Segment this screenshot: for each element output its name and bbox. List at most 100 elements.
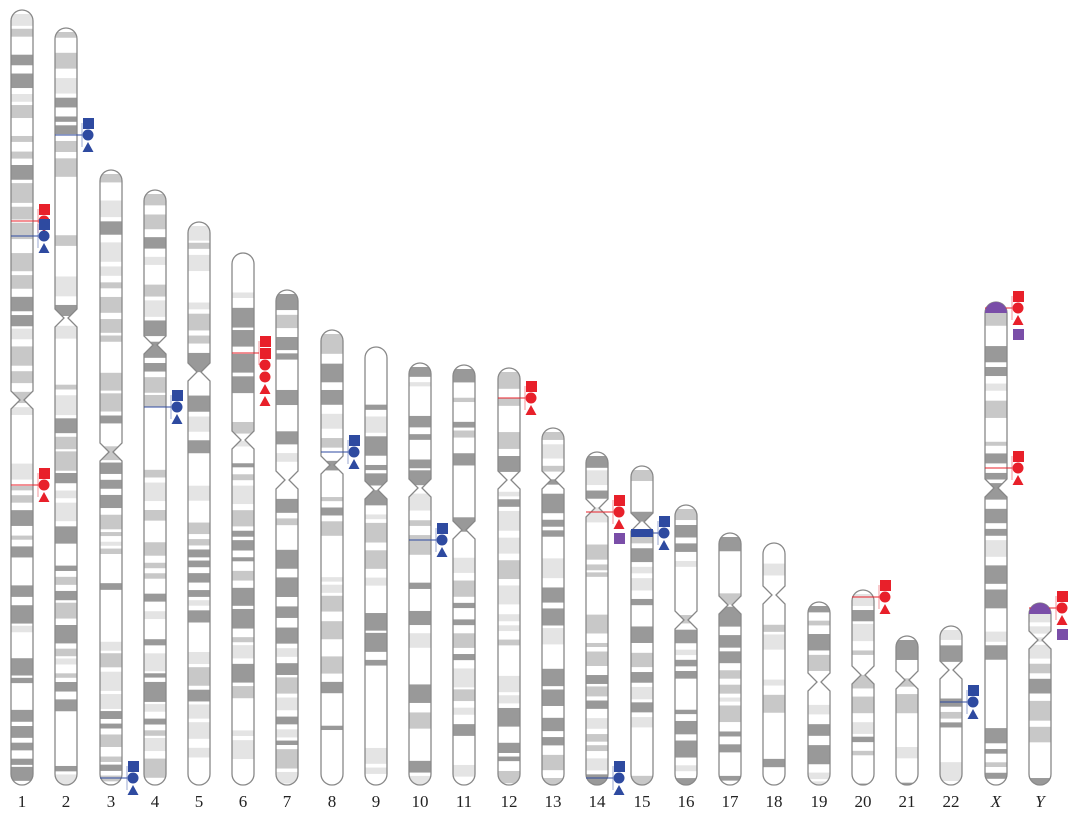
band <box>409 460 431 469</box>
band <box>276 337 298 350</box>
band <box>808 724 830 736</box>
band <box>11 536 33 540</box>
band <box>188 690 210 702</box>
band <box>940 762 962 781</box>
band <box>11 315 33 326</box>
band <box>232 609 254 629</box>
marker-circle <box>172 402 183 413</box>
marker-triangle <box>880 604 891 614</box>
band <box>542 444 564 458</box>
band <box>409 416 431 427</box>
band <box>631 626 653 643</box>
band <box>11 329 33 340</box>
band <box>188 600 210 606</box>
band <box>11 726 33 738</box>
band <box>542 669 564 686</box>
band <box>365 514 387 519</box>
band <box>144 395 166 407</box>
band <box>542 530 564 536</box>
band <box>11 105 33 118</box>
band <box>542 718 564 731</box>
band <box>276 628 298 644</box>
band <box>985 384 1007 391</box>
band <box>985 728 1007 743</box>
band <box>586 615 608 634</box>
band <box>11 223 33 239</box>
band <box>55 78 77 93</box>
band <box>542 690 564 706</box>
band <box>321 334 343 354</box>
marker-triangle <box>526 405 537 415</box>
band <box>631 653 653 667</box>
band <box>940 712 962 719</box>
band <box>55 305 77 316</box>
marker-square <box>128 761 139 772</box>
band <box>763 625 785 632</box>
marker-triangle <box>614 785 625 795</box>
band <box>321 521 343 535</box>
marker-square <box>1013 291 1024 302</box>
marker-square <box>614 533 625 544</box>
band <box>276 353 298 359</box>
band <box>1029 679 1051 694</box>
band <box>276 390 298 405</box>
band <box>100 373 122 391</box>
band <box>719 705 741 722</box>
band <box>1029 637 1051 642</box>
band <box>321 596 343 612</box>
band <box>55 591 77 600</box>
chromosome-label: 8 <box>328 792 337 811</box>
band <box>498 585 520 604</box>
band <box>100 242 122 261</box>
band <box>100 480 122 489</box>
band <box>763 695 785 713</box>
band <box>144 214 166 229</box>
band <box>11 297 33 311</box>
band <box>232 664 254 683</box>
band <box>852 737 874 742</box>
band <box>586 643 608 647</box>
band <box>586 734 608 742</box>
band <box>586 470 608 485</box>
band <box>55 566 77 571</box>
band <box>144 470 166 478</box>
band <box>100 515 122 530</box>
band <box>542 755 564 770</box>
band <box>100 757 122 762</box>
band <box>985 762 1007 767</box>
band <box>144 377 166 393</box>
band <box>409 535 431 555</box>
marker-square <box>1057 629 1068 640</box>
band <box>144 594 166 602</box>
marker-square <box>880 580 891 591</box>
band <box>985 773 1007 779</box>
band <box>719 698 741 702</box>
band <box>100 734 122 747</box>
marker-square <box>260 336 271 347</box>
band <box>144 257 166 265</box>
chromosome-label: 5 <box>195 792 204 811</box>
band <box>232 540 254 550</box>
band <box>55 503 77 522</box>
band <box>144 285 166 297</box>
band <box>985 632 1007 642</box>
band <box>542 432 564 440</box>
band <box>631 567 653 573</box>
band <box>321 726 343 730</box>
karyotype: 12345678910111213141516171819202122XY <box>0 0 1069 819</box>
band <box>55 235 77 246</box>
band <box>453 633 475 648</box>
marker-triangle <box>614 519 625 529</box>
band <box>55 125 77 134</box>
band <box>276 577 298 597</box>
band <box>11 585 33 597</box>
band <box>896 783 918 792</box>
band <box>232 588 254 606</box>
marker-triangle <box>260 396 271 406</box>
band <box>55 473 77 483</box>
band <box>100 583 122 590</box>
band <box>542 608 564 625</box>
chromosome-label: 11 <box>456 792 472 811</box>
band <box>586 758 608 770</box>
band <box>498 614 520 621</box>
